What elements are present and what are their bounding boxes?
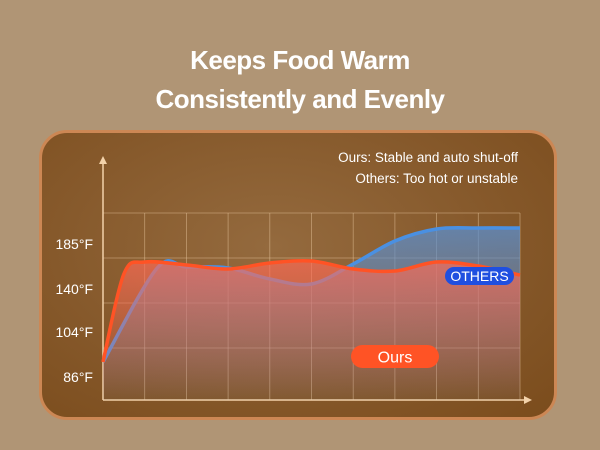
temperature-chart: 185°F 140°F 104°F 86°F OTHERS Ours bbox=[55, 156, 532, 404]
headline-line-1: Keeps Food Warm bbox=[190, 45, 410, 75]
y-tick-label: 140°F bbox=[55, 281, 93, 297]
y-tick-label: 104°F bbox=[55, 324, 93, 340]
headline-line-2: Consistently and Evenly bbox=[155, 84, 445, 114]
note-ours: Ours: Stable and auto shut-off bbox=[338, 150, 518, 165]
ours-badge-label: Ours bbox=[378, 349, 413, 366]
others-badge-label: OTHERS bbox=[450, 268, 508, 284]
y-tick-label: 86°F bbox=[63, 369, 93, 385]
others-badge bbox=[445, 267, 514, 285]
ours-series-line bbox=[101, 258, 521, 363]
note-others: Others: Too hot or unstable bbox=[355, 171, 518, 186]
y-axis-arrow-icon bbox=[99, 156, 107, 164]
y-tick-label: 185°F bbox=[55, 236, 93, 252]
x-axis-arrow-icon bbox=[524, 396, 532, 404]
chart-card: 185°F 140°F 104°F 86°F OTHERS Ours Ours: Stab… bbox=[39, 130, 557, 420]
ours-badge bbox=[351, 345, 439, 368]
